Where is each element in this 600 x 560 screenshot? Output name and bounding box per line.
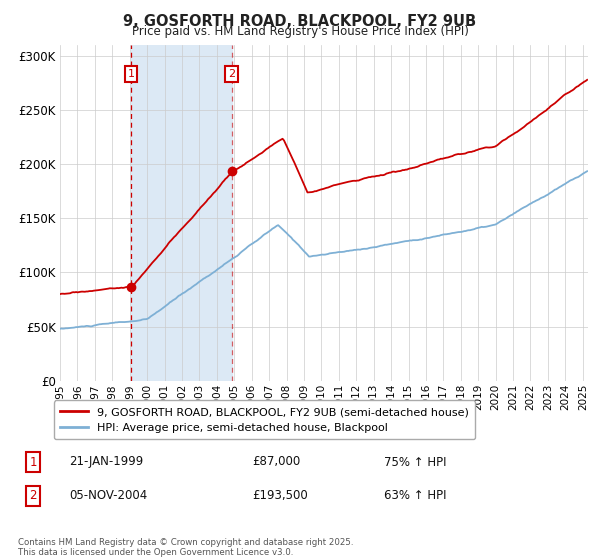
Text: 2: 2 <box>29 489 37 502</box>
Text: 2: 2 <box>228 69 235 79</box>
Text: 75% ↑ HPI: 75% ↑ HPI <box>384 455 446 469</box>
Text: 05-NOV-2004: 05-NOV-2004 <box>69 489 147 502</box>
Text: 21-JAN-1999: 21-JAN-1999 <box>69 455 143 469</box>
Text: Price paid vs. HM Land Registry's House Price Index (HPI): Price paid vs. HM Land Registry's House … <box>131 25 469 38</box>
Bar <box>131 45 232 381</box>
Text: 63% ↑ HPI: 63% ↑ HPI <box>384 489 446 502</box>
Text: Contains HM Land Registry data © Crown copyright and database right 2025.
This d: Contains HM Land Registry data © Crown c… <box>18 538 353 557</box>
Text: £87,000: £87,000 <box>252 455 300 469</box>
Text: £193,500: £193,500 <box>252 489 308 502</box>
Legend: 9, GOSFORTH ROAD, BLACKPOOL, FY2 9UB (semi-detached house), HPI: Average price, : 9, GOSFORTH ROAD, BLACKPOOL, FY2 9UB (se… <box>53 400 475 439</box>
Text: 1: 1 <box>127 69 134 79</box>
Text: 1: 1 <box>29 455 37 469</box>
Text: 9, GOSFORTH ROAD, BLACKPOOL, FY2 9UB: 9, GOSFORTH ROAD, BLACKPOOL, FY2 9UB <box>124 14 476 29</box>
